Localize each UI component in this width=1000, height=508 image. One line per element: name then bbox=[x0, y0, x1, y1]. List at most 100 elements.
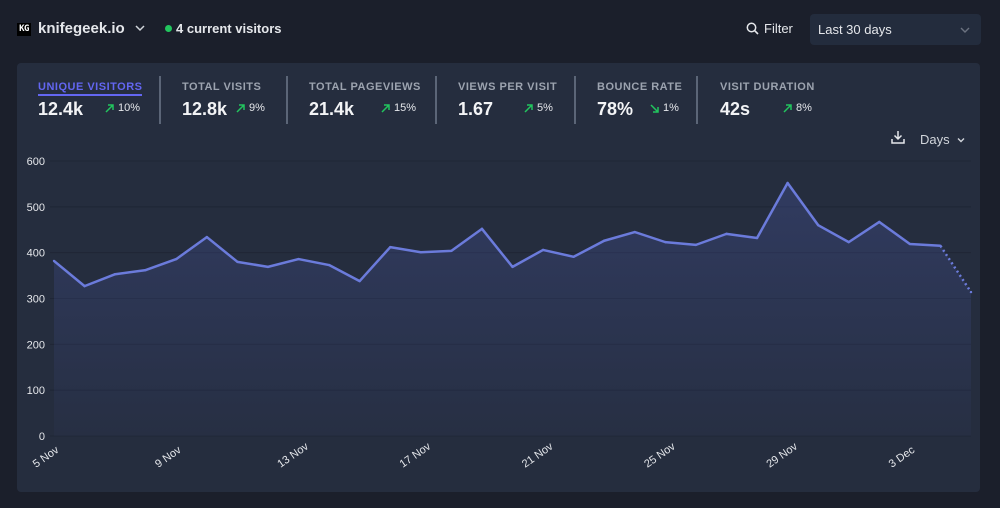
x-tick-label: 5 Nov bbox=[31, 444, 62, 471]
stat-label: VISIT DURATION bbox=[720, 81, 815, 93]
y-tick-label: 500 bbox=[27, 202, 45, 214]
stat-change: 15% bbox=[380, 102, 416, 114]
stat-value: 12.8k bbox=[182, 99, 228, 119]
data-point bbox=[664, 240, 667, 244]
series-area bbox=[54, 183, 971, 436]
data-point bbox=[847, 240, 850, 244]
series-line-partial bbox=[939, 245, 973, 293]
period-select[interactable]: Last 30 days bbox=[810, 14, 981, 45]
stat-change-value: 15% bbox=[394, 102, 417, 114]
stat-divider bbox=[435, 76, 437, 124]
stat-label: TOTAL VISITS bbox=[182, 81, 262, 93]
x-tick-label: 3 Dec bbox=[887, 444, 918, 471]
download-icon[interactable] bbox=[891, 130, 905, 144]
chevron-down-icon[interactable] bbox=[134, 22, 146, 34]
filter-label: Filter bbox=[764, 21, 793, 36]
stat-change: 5% bbox=[523, 102, 553, 114]
stat-visit-duration[interactable]: VISIT DURATION 42s 8% bbox=[720, 77, 835, 125]
stat-label: UNIQUE VISITORS bbox=[38, 81, 143, 96]
y-tick-label: 300 bbox=[27, 294, 45, 306]
stat-change: 8% bbox=[782, 102, 812, 114]
x-tick-label: 13 Nov bbox=[275, 440, 311, 470]
data-point bbox=[969, 290, 973, 294]
x-tick-label: 25 Nov bbox=[642, 440, 678, 470]
data-point bbox=[113, 273, 117, 276]
data-point bbox=[327, 263, 331, 267]
y-tick-label: 100 bbox=[27, 385, 45, 397]
stat-change-value: 5% bbox=[537, 102, 553, 114]
data-point bbox=[939, 244, 942, 247]
stat-change-value: 1% bbox=[663, 102, 679, 114]
y-tick-label: 600 bbox=[27, 156, 45, 168]
stat-change: 9% bbox=[235, 102, 265, 114]
stat-change-value: 10% bbox=[118, 102, 141, 114]
arrow-up-right-icon bbox=[524, 103, 533, 113]
data-point bbox=[236, 260, 239, 264]
arrow-up-right-icon bbox=[236, 103, 245, 113]
stat-label: TOTAL PAGEVIEWS bbox=[309, 81, 421, 93]
arrow-up-right-icon bbox=[381, 103, 390, 113]
stat-label: VIEWS PER VISIT bbox=[458, 81, 558, 93]
data-point bbox=[175, 257, 178, 261]
stat-value: 1.67 bbox=[458, 99, 494, 119]
y-tick-label: 200 bbox=[27, 339, 45, 351]
data-point bbox=[450, 249, 453, 253]
arrow-up-right-icon bbox=[105, 103, 114, 113]
arrow-up-right-icon bbox=[783, 103, 792, 113]
data-point bbox=[83, 284, 86, 288]
interval-select[interactable]: Days bbox=[920, 132, 966, 147]
data-point bbox=[603, 239, 606, 242]
interval-label: Days bbox=[920, 132, 950, 147]
y-tick-label: 400 bbox=[27, 248, 45, 260]
data-point bbox=[908, 242, 912, 246]
stat-value: 21.4k bbox=[309, 99, 355, 119]
stat-views-per-visit[interactable]: VIEWS PER VISIT 1.67 5% bbox=[458, 77, 573, 125]
series-line bbox=[53, 181, 941, 288]
x-tick-label: 29 Nov bbox=[764, 440, 800, 470]
stat-bounce-rate[interactable]: BOUNCE RATE 78% 1% bbox=[597, 77, 712, 125]
stat-change-value: 9% bbox=[249, 102, 265, 114]
data-point bbox=[816, 223, 820, 227]
stat-value: 12.4k bbox=[38, 99, 84, 119]
data-point bbox=[633, 230, 636, 234]
chevron-down-icon bbox=[960, 27, 970, 33]
arrow-down-right-icon bbox=[650, 103, 659, 113]
site-logo: KG bbox=[17, 23, 31, 36]
data-point bbox=[511, 265, 514, 269]
site-switcher[interactable]: knifegeek.io bbox=[38, 20, 125, 37]
y-tick-label: 0 bbox=[39, 431, 45, 443]
stat-value: 42s bbox=[720, 99, 751, 119]
stat-total-visits[interactable]: TOTAL VISITS 12.8k 9% bbox=[182, 77, 297, 125]
period-label: Last 30 days bbox=[818, 22, 892, 37]
stat-divider bbox=[286, 76, 288, 124]
stat-change-value: 8% bbox=[796, 102, 812, 114]
search-icon bbox=[746, 22, 759, 35]
x-tick-label: 9 Nov bbox=[153, 444, 184, 471]
filter-button[interactable]: Filter bbox=[746, 21, 793, 36]
data-point bbox=[480, 227, 484, 231]
x-tick-label: 17 Nov bbox=[398, 440, 434, 470]
data-point bbox=[755, 236, 759, 240]
data-point bbox=[358, 279, 361, 283]
data-point bbox=[572, 255, 575, 258]
chevron-down-icon bbox=[957, 137, 965, 142]
data-point bbox=[205, 235, 209, 239]
x-tick-label: 21 Nov bbox=[520, 440, 556, 470]
current-visitors[interactable]: 4 current visitors bbox=[165, 21, 282, 36]
data-point bbox=[786, 181, 789, 185]
stat-unique-visitors[interactable]: UNIQUE VISITORS 12.4k 10% bbox=[38, 77, 153, 125]
data-point bbox=[297, 257, 300, 261]
stat-change: 1% bbox=[649, 102, 679, 114]
stat-divider bbox=[574, 76, 576, 124]
current-visitors-text: 4 current visitors bbox=[176, 21, 282, 36]
data-point bbox=[878, 220, 881, 224]
data-point bbox=[52, 259, 56, 263]
data-point bbox=[266, 265, 270, 269]
stat-value: 78% bbox=[597, 99, 634, 119]
stat-total-pageviews[interactable]: TOTAL PAGEVIEWS 21.4k 15% bbox=[309, 77, 424, 125]
stat-label: BOUNCE RATE bbox=[597, 81, 683, 93]
data-point bbox=[725, 232, 728, 236]
data-point bbox=[144, 268, 147, 272]
data-point bbox=[541, 248, 545, 252]
